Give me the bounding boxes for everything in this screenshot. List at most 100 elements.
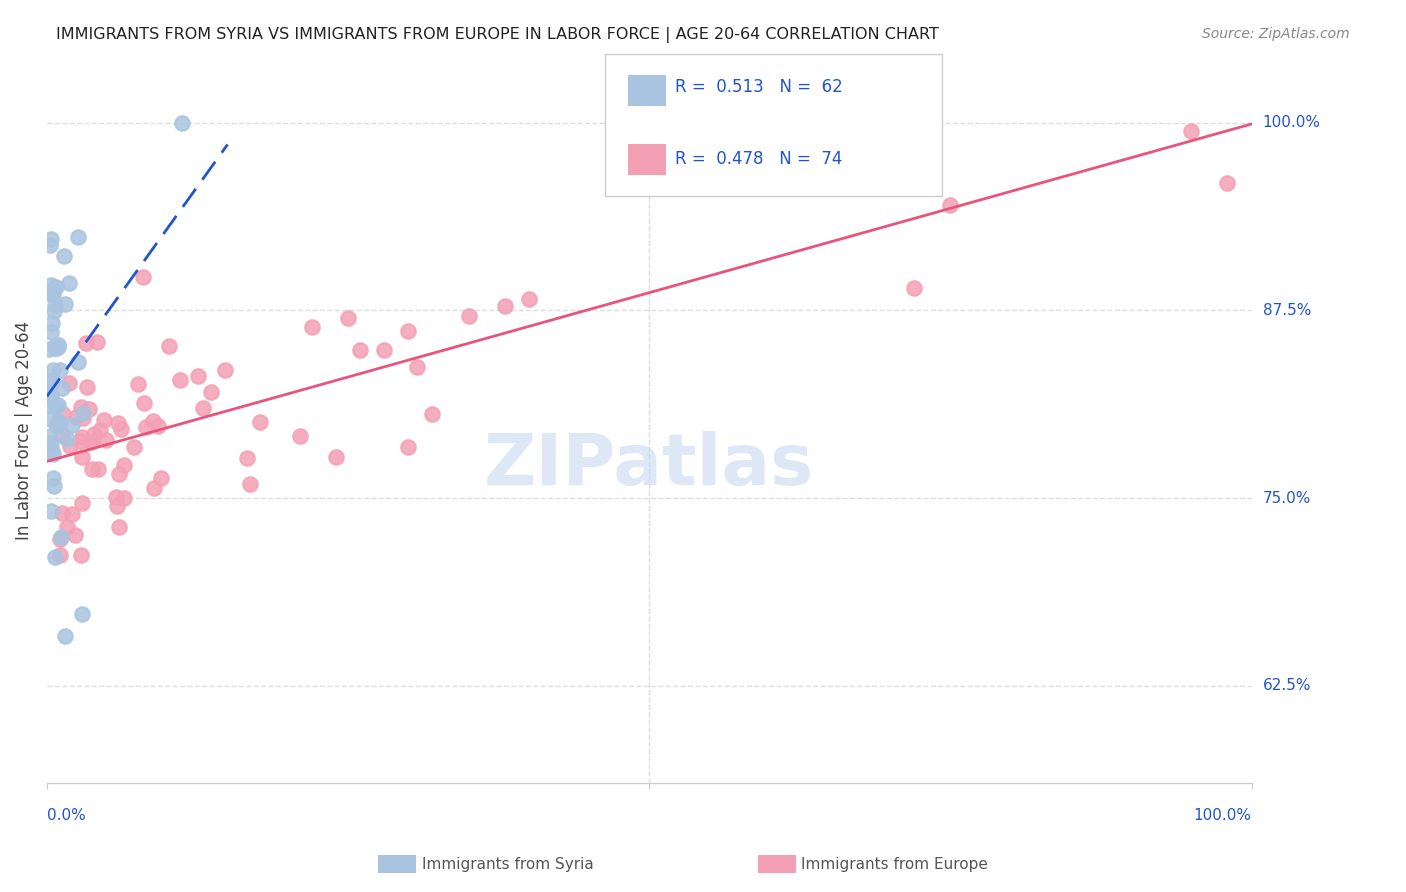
Point <box>41 470 63 484</box>
Point <box>42 446 65 460</box>
Point <box>69 548 91 562</box>
Text: R =  0.478   N =  74: R = 0.478 N = 74 <box>675 150 842 168</box>
Point <box>67 355 90 369</box>
Point <box>337 311 360 326</box>
Point <box>49 362 72 376</box>
Point <box>132 269 155 284</box>
Text: ZIPatlas: ZIPatlas <box>484 431 814 500</box>
Point <box>69 400 91 414</box>
Point <box>39 391 62 405</box>
Point <box>38 412 60 426</box>
Point <box>42 304 65 318</box>
Point <box>169 373 191 387</box>
Point <box>41 377 63 392</box>
Point <box>46 338 69 352</box>
Point <box>44 549 66 564</box>
Point <box>157 339 180 353</box>
Point <box>89 423 111 437</box>
Point <box>46 398 69 412</box>
Point <box>170 115 193 129</box>
Point <box>200 384 222 399</box>
Point <box>191 401 214 415</box>
Point <box>39 374 62 388</box>
Point <box>39 287 62 301</box>
Point <box>80 434 103 449</box>
Point <box>49 416 72 430</box>
Text: 62.5%: 62.5% <box>1263 678 1312 693</box>
Point <box>457 309 479 323</box>
Point <box>58 276 80 290</box>
Point <box>150 471 173 485</box>
Text: 87.5%: 87.5% <box>1263 302 1310 318</box>
Point <box>108 467 131 481</box>
Point <box>94 433 117 447</box>
Point <box>58 376 80 391</box>
Point <box>80 434 103 449</box>
Point <box>108 519 131 533</box>
Point <box>41 283 63 297</box>
Point <box>53 629 76 643</box>
Point <box>39 435 62 450</box>
Point <box>112 491 135 505</box>
Point <box>1216 176 1239 190</box>
Point <box>110 422 132 436</box>
Point <box>45 280 67 294</box>
Point <box>396 440 419 454</box>
Point <box>72 430 94 444</box>
Point <box>45 418 67 433</box>
Point <box>39 325 62 339</box>
Point <box>903 281 925 295</box>
Point <box>60 507 83 521</box>
Point <box>42 479 65 493</box>
Point <box>105 500 128 514</box>
Point <box>127 376 149 391</box>
Point <box>53 249 76 263</box>
Point <box>66 230 89 244</box>
Point <box>56 519 79 533</box>
Point <box>70 607 93 621</box>
Point <box>135 419 157 434</box>
Point <box>41 443 63 458</box>
Text: 100.0%: 100.0% <box>1194 808 1251 823</box>
Point <box>143 481 166 495</box>
Point <box>55 432 77 446</box>
Point <box>72 411 94 425</box>
Point <box>51 428 73 442</box>
Point <box>107 416 129 430</box>
Text: Immigrants from Europe: Immigrants from Europe <box>801 857 988 871</box>
Point <box>249 415 271 429</box>
Point <box>70 496 93 510</box>
Text: 75.0%: 75.0% <box>1263 491 1310 506</box>
Text: Source: ZipAtlas.com: Source: ZipAtlas.com <box>1202 27 1350 41</box>
Point <box>39 398 62 412</box>
Point <box>70 450 93 465</box>
Point <box>77 401 100 416</box>
Point <box>396 324 419 338</box>
Point <box>758 115 780 129</box>
Point <box>325 450 347 464</box>
Point <box>48 414 70 428</box>
Point <box>86 462 108 476</box>
Point <box>65 409 87 424</box>
Point <box>142 414 165 428</box>
Point <box>39 232 62 246</box>
Point <box>53 297 76 311</box>
Point <box>146 418 169 433</box>
Point <box>93 413 115 427</box>
Text: 100.0%: 100.0% <box>1263 115 1320 130</box>
Point <box>41 316 63 330</box>
Point <box>112 458 135 472</box>
Text: IMMIGRANTS FROM SYRIA VS IMMIGRANTS FROM EUROPE IN LABOR FORCE | AGE 20-64 CORRE: IMMIGRANTS FROM SYRIA VS IMMIGRANTS FROM… <box>56 27 939 43</box>
Point <box>494 299 516 313</box>
Point <box>69 434 91 448</box>
Point <box>38 237 60 252</box>
Point <box>44 298 66 312</box>
Point <box>52 407 75 421</box>
Point <box>46 340 69 354</box>
Y-axis label: In Labor Force | Age 20-64: In Labor Force | Age 20-64 <box>15 321 32 540</box>
Point <box>1180 123 1202 137</box>
Point <box>86 334 108 349</box>
Point <box>104 491 127 505</box>
Text: R =  0.513   N =  62: R = 0.513 N = 62 <box>675 78 842 96</box>
Point <box>49 548 72 562</box>
